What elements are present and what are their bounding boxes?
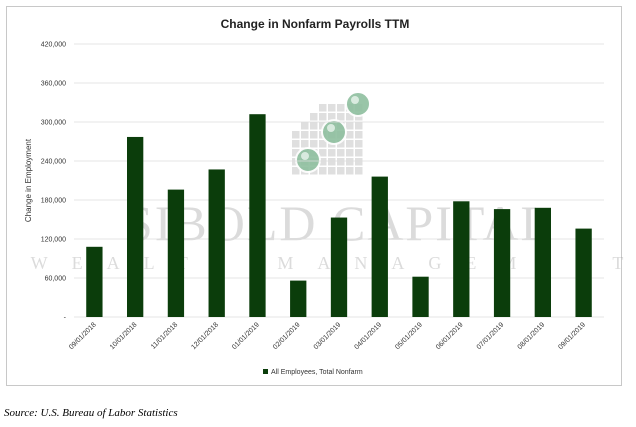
logo-grid-cell [355,131,363,139]
bar [330,217,348,317]
logo-grid-cell [355,149,363,157]
logo-grid-cell [337,167,345,175]
logo-circle-highlight [301,152,309,160]
logo-grid-cell [310,113,318,121]
logo-grid-cell [337,158,345,166]
y-axis-label: Change in Employment [24,138,33,222]
y-tick-label: 420,000 [41,42,66,49]
bars [86,114,592,317]
logo-grid-cell [337,140,345,148]
y-tick-label: 60,000 [45,276,67,283]
logo-grid-cell [355,158,363,166]
x-tick-label: 11/01/2018 [150,321,179,350]
x-tick-label: 06/01/2019 [435,321,465,351]
legend: All Employees, Total Nonfarm [263,369,363,376]
logo-grid-cell [337,113,345,121]
logo-grid-cell [310,140,318,148]
y-tick-label: 300,000 [41,120,66,127]
x-tick-label: 09/01/2019 [557,321,587,351]
logo-circle-highlight [327,124,335,132]
logo-grid-cell [337,104,345,112]
logo-grid-cell [319,104,327,112]
bar [290,280,307,317]
bar [249,114,266,317]
legend-swatch [263,369,268,374]
x-tick-label: 04/01/2019 [353,321,383,351]
y-tick-label: 240,000 [41,159,66,166]
x-tick-label: 07/01/2019 [476,321,506,351]
legend-label: All Employees, Total Nonfarm [271,369,363,376]
bar [575,228,592,317]
x-tick-label: 03/01/2019 [313,321,343,351]
logo-grid-cell [328,149,336,157]
bar [86,246,103,317]
logo-grid-cell [355,140,363,148]
bar [371,176,388,317]
logo-grid-cell [301,131,309,139]
logo-grid-cell [310,131,318,139]
logo-grid-cell [328,113,336,121]
logo-grid-cell [319,158,327,166]
logo-grid-cell [292,149,300,157]
logo-grid-cell [292,131,300,139]
logo-circle [345,91,371,117]
bar [534,207,551,317]
bar [453,201,470,317]
logo-grid-cell [346,167,354,175]
logo-grid-cell [319,113,327,121]
logo-grid-cell [346,149,354,157]
x-tick-label: 05/01/2019 [394,321,424,351]
x-tick-label: 01/01/2019 [231,321,261,351]
source-note: Source: U.S. Bureau of Labor Statistics [4,407,178,419]
y-tick-label: 120,000 [41,237,66,244]
logo-grid-cell [328,167,336,175]
logo-grid-cell [301,140,309,148]
x-tick-label: 10/01/2018 [109,321,139,351]
x-tick-label: 02/01/2019 [272,321,302,351]
bar [208,169,225,317]
x-tick-label: 12/01/2018 [190,321,220,351]
logo-grid-cell [355,167,363,175]
y-axis-ticks: - 60,000 120,000 180,000 240,000 300,000 360,0… [41,42,67,322]
logo-grid-cell [292,167,300,175]
logo-grid-cell [301,122,309,130]
logo-circle [295,147,321,173]
logo-grid-cell [328,158,336,166]
logo-circle [321,119,347,145]
x-axis-ticks: 09/01/2018 10/01/2018 11/01/2018 12/01/2018… [68,321,587,351]
logo-grid-cell [346,140,354,148]
logo-grid-cell [346,131,354,139]
chart-title: Change in Nonfarm Payrolls TTM [220,17,410,31]
x-tick-label: 09/01/2018 [68,321,98,351]
bar [493,209,511,317]
logo-grid-cell [319,167,327,175]
logo-circle-highlight [351,96,359,104]
logo-grid-cell [328,104,336,112]
chart-frame: Change in Nonfarm Payrolls TTM [6,6,622,386]
logo-grid-cell [346,158,354,166]
y-tick-label: 180,000 [41,198,66,205]
bar [127,136,144,317]
logo-grid-cell [346,122,354,130]
logo-grid-cell [292,140,300,148]
y-tick-label: - [64,315,67,322]
bar [167,189,185,317]
logo-grid-cell [355,122,363,130]
y-tick-label: 360,000 [41,81,66,88]
logo-grid-cell [319,149,327,157]
logo-grid-cell [346,113,354,121]
bar [412,276,429,317]
logo-grid-cell [337,149,345,157]
x-tick-label: 08/01/2019 [517,321,547,351]
logo-grid-cell [310,122,318,130]
logo-grid-cell [319,140,327,148]
